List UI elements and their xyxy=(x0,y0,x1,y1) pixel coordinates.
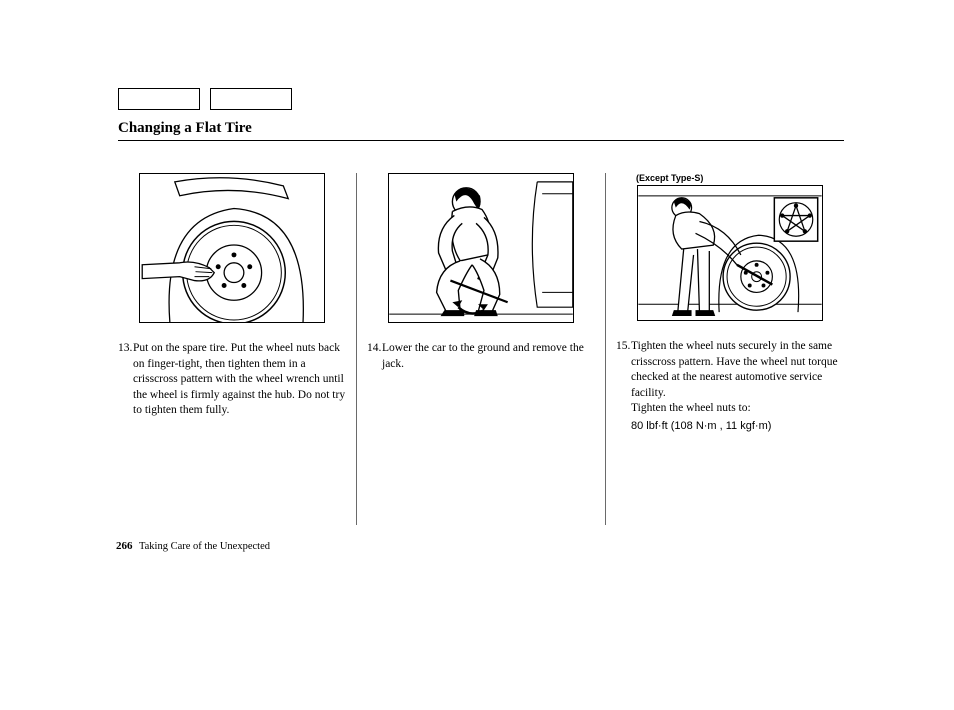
page-footer: 266 Taking Care of the Unexpected xyxy=(116,540,270,552)
step-body: Tighten the wheel nuts securely in the s… xyxy=(631,340,838,399)
column-3: (Except Type-S) xyxy=(606,173,844,525)
tighten-label: Tighten the wheel nuts to: xyxy=(631,402,751,414)
column-1: 13. Put on the spare tire. Put the wheel… xyxy=(118,173,356,525)
page-number: 266 xyxy=(116,540,133,552)
step-text: Lower the car to the ground and remove t… xyxy=(382,341,595,372)
title-rule xyxy=(118,140,844,141)
step-number: 15. xyxy=(616,339,631,433)
content-columns: 13. Put on the spare tire. Put the wheel… xyxy=(118,173,844,525)
illustration-tighten-nuts xyxy=(637,185,823,321)
step-text: Put on the spare tire. Put the wheel nut… xyxy=(133,341,346,419)
illustration-spare-tire xyxy=(139,173,325,323)
section-name: Taking Care of the Unexpected xyxy=(139,541,270,552)
step-15: 15. Tighten the wheel nuts securely in t… xyxy=(616,339,844,433)
torque-spec: 80 lbf·ft (108 N·m , 11 kgf·m) xyxy=(631,419,844,434)
step-text: Tighten the wheel nuts securely in the s… xyxy=(631,339,844,433)
illustration-lower-jack xyxy=(388,173,574,323)
header-boxes xyxy=(118,88,844,110)
header-box-left xyxy=(118,88,200,110)
column-2: 14. Lower the car to the ground and remo… xyxy=(357,173,605,525)
header-box-right xyxy=(210,88,292,110)
step-13: 13. Put on the spare tire. Put the wheel… xyxy=(118,341,346,419)
step-number: 14. xyxy=(367,341,382,372)
manual-page: Changing a Flat Tire xyxy=(0,0,954,525)
page-title: Changing a Flat Tire xyxy=(118,120,844,137)
except-type-s-label: (Except Type-S) xyxy=(636,173,844,183)
step-14: 14. Lower the car to the ground and remo… xyxy=(367,341,595,372)
step-number: 13. xyxy=(118,341,133,419)
